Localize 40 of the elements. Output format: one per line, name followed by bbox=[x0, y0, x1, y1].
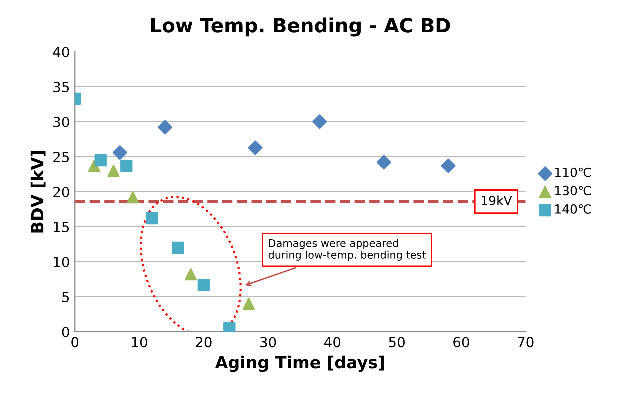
x-tick-label: 60 bbox=[454, 337, 470, 348]
point bbox=[120, 160, 133, 172]
point bbox=[441, 158, 456, 174]
y-tick-label: 5 bbox=[62, 292, 70, 302]
point bbox=[198, 279, 210, 292]
y-tick-label: 0 bbox=[62, 326, 70, 338]
point bbox=[126, 192, 140, 204]
point bbox=[146, 212, 158, 225]
point bbox=[248, 140, 263, 156]
x-axis-title: Aging Time [days] bbox=[215, 356, 384, 372]
point bbox=[172, 242, 184, 254]
y-tick-label: 15 bbox=[54, 222, 70, 232]
legend-label: 110℃ bbox=[555, 168, 592, 178]
point bbox=[242, 298, 256, 310]
x-tick-label: 20 bbox=[196, 337, 212, 348]
y-tick-label: 10 bbox=[54, 256, 70, 268]
y-tick-label: 30 bbox=[54, 116, 70, 128]
x-tick-label: 70 bbox=[518, 337, 534, 348]
y-tick-label: 35 bbox=[54, 82, 70, 92]
point bbox=[312, 114, 328, 130]
x-tick-label: 50 bbox=[389, 337, 405, 348]
y-tick-label: 40 bbox=[53, 46, 70, 58]
point bbox=[376, 155, 392, 170]
point bbox=[184, 268, 198, 281]
ref-line-label: 19kV bbox=[482, 196, 512, 206]
point bbox=[158, 120, 173, 135]
x-tick-label: 40 bbox=[324, 337, 341, 348]
y-axis-title: BDV [kV] bbox=[30, 151, 46, 233]
legend-label: 130℃ bbox=[555, 186, 592, 196]
x-tick-label: 10 bbox=[132, 337, 148, 348]
annotation: Damages were appeared during low-temp. bending test bbox=[268, 239, 426, 261]
legend-label: 140℃ bbox=[555, 204, 592, 214]
point bbox=[94, 154, 107, 167]
x-tick-label: 30 bbox=[260, 337, 276, 348]
y-tick-label: 25 bbox=[54, 152, 70, 162]
point bbox=[108, 164, 120, 178]
x-tick-label: 0 bbox=[72, 337, 79, 348]
point bbox=[112, 146, 128, 160]
chart-title: Low Temp. Bending - AC BD bbox=[151, 18, 450, 37]
y-tick-label: 20 bbox=[54, 186, 70, 198]
